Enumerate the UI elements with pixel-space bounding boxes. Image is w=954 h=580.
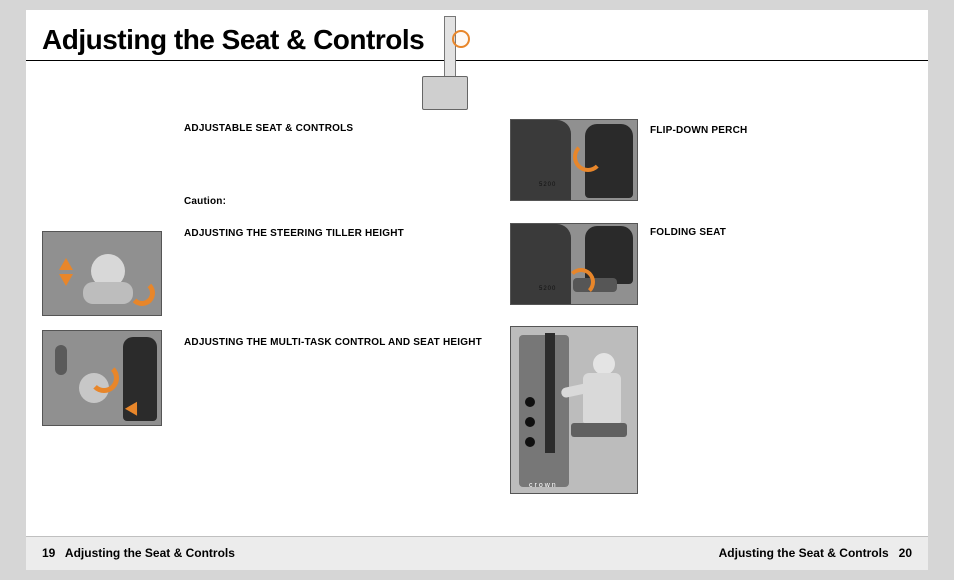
footer-right-text: Adjusting the Seat & Controls xyxy=(719,546,889,560)
arrow-rotate-icon xyxy=(567,268,595,296)
arrow-rotate-icon xyxy=(129,280,155,306)
footer-left-text: Adjusting the Seat & Controls xyxy=(65,546,235,560)
multitask-heading: ADJUSTING THE MULTI-TASK CONTROL AND SEA… xyxy=(184,337,482,348)
flipdown-heading: FLIP-DOWN PERCH xyxy=(650,125,747,136)
figure-multitask xyxy=(42,330,162,426)
control-dot xyxy=(525,397,535,407)
arrow-rotate-icon xyxy=(573,142,603,172)
footer-left: 19 Adjusting the Seat & Controls xyxy=(42,546,235,560)
arrow-down-icon xyxy=(59,274,73,286)
figure-flipdown-perch: 5200 xyxy=(510,119,638,201)
mast-bar xyxy=(545,333,555,453)
page-number-left: 19 xyxy=(42,546,55,560)
tiller-heading: ADJUSTING THE STEERING TILLER HEIGHT xyxy=(184,228,404,239)
arrow-up-icon xyxy=(59,258,73,270)
control-lever xyxy=(55,345,67,375)
console-dark xyxy=(511,224,571,305)
figure-folding-seat: 5200 xyxy=(510,223,638,305)
truck-body xyxy=(519,335,569,487)
page-title: Adjusting the Seat & Controls xyxy=(26,10,928,61)
footer-right: Adjusting the Seat & Controls 20 xyxy=(719,546,912,560)
arrow-rotate-icon xyxy=(89,363,119,393)
caution-label: Caution: xyxy=(184,196,226,207)
content-area: ADJUSTABLE SEAT & CONTROLS Caution: ADJU… xyxy=(26,61,928,531)
operator-head xyxy=(593,353,615,375)
figure-operator-seated: crown xyxy=(510,326,638,494)
brand-label: crown xyxy=(529,482,558,489)
folding-heading: FOLDING SEAT xyxy=(650,227,726,238)
control-dot xyxy=(525,437,535,447)
control-dot xyxy=(525,417,535,427)
operator-lap xyxy=(571,423,627,437)
truck-model-label: 5200 xyxy=(539,286,556,292)
console-dark xyxy=(511,120,571,201)
page-number-right: 20 xyxy=(899,546,912,560)
truck-model-label: 5200 xyxy=(539,182,556,188)
operator-torso xyxy=(583,373,621,423)
figure-tiller xyxy=(42,231,162,316)
manual-spread: Adjusting the Seat & Controls ADJUSTABLE… xyxy=(26,10,928,570)
footer-bar: 19 Adjusting the Seat & Controls Adjusti… xyxy=(26,536,928,570)
callout-circle-icon xyxy=(452,30,470,48)
adjustable-seat-heading: ADJUSTABLE SEAT & CONTROLS xyxy=(184,123,353,134)
tiller-base xyxy=(83,282,133,304)
